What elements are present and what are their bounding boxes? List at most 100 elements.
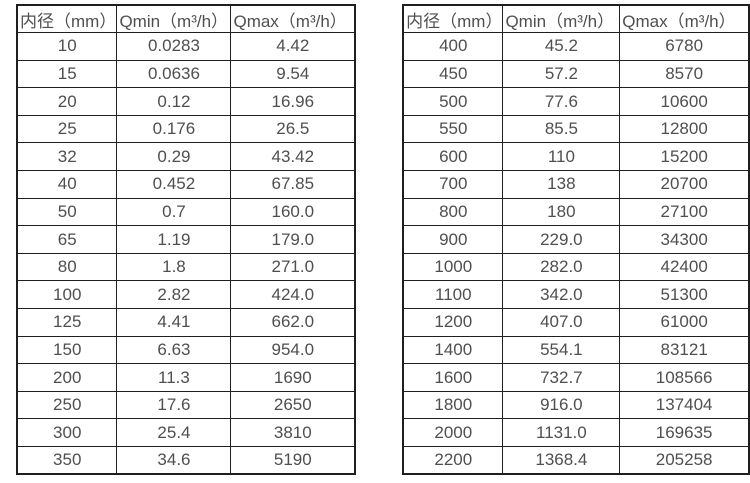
table-row: 20 0.12 16.96 <box>16 87 356 116</box>
table-row: 1200 407.0 61000 <box>402 308 750 337</box>
table-row: 15 0.0636 9.54 <box>16 59 356 89</box>
table-cell: 1690 <box>230 363 356 392</box>
table-cell: 800 <box>402 197 504 227</box>
table-cell: 0.12 <box>116 87 232 116</box>
table-cell: 1400 <box>402 335 504 365</box>
table-cell: 110 <box>502 142 621 172</box>
table-row: 1400 554.1 83121 <box>402 335 750 365</box>
table-row: 400 45.2 6780 <box>402 32 750 61</box>
table-cell: 11.3 <box>116 363 232 392</box>
table-cell: 1600 <box>402 363 504 392</box>
table-cell: 900 <box>402 225 504 254</box>
table-cell: 1800 <box>402 390 504 420</box>
table-cell: 45.2 <box>502 32 621 61</box>
table-cell: 25.4 <box>116 418 232 447</box>
table-cell: 954.0 <box>230 335 356 365</box>
table-cell: 150 <box>16 335 118 365</box>
table-cell: 4.41 <box>116 308 232 337</box>
table-cell: 67.85 <box>230 170 356 199</box>
table-cell: 550 <box>402 114 504 144</box>
table-cell: 108566 <box>619 363 750 392</box>
table-row: 80 1.8 271.0 <box>16 252 356 282</box>
table-cell: 1368.4 <box>502 446 621 475</box>
column-header: Qmin（m³/h） <box>116 4 232 34</box>
table-cell: 2000 <box>402 418 504 447</box>
table-cell: 200 <box>16 363 118 392</box>
flow-table-small-diameters: 内径（mm） Qmin（m³/h） Qmax（m³/h） 10 0.0283 4.42 1… <box>16 4 357 476</box>
table-cell: 282.0 <box>502 252 621 282</box>
table-row: 350 34.6 5190 <box>16 446 356 475</box>
table-cell: 20 <box>16 87 118 116</box>
column-header: 内径（mm） <box>16 4 118 34</box>
table-row: 65 1.19 179.0 <box>16 225 356 254</box>
table-cell: 125 <box>16 308 118 337</box>
table-cell: 65 <box>16 225 118 254</box>
table-cell: 169635 <box>619 418 750 447</box>
table-row: 250 17.6 2650 <box>16 390 356 420</box>
table-cell: 51300 <box>619 280 750 310</box>
table-cell: 229.0 <box>502 225 621 254</box>
table-cell: 85.5 <box>502 114 621 144</box>
table-row: 600 110 15200 <box>402 142 750 172</box>
table-cell: 1100 <box>402 280 504 310</box>
table-row: 2200 1368.4 205258 <box>402 446 750 475</box>
flow-table-large-diameters: 内径（mm） Qmin（m³/h） Qmax（m³/h） 400 45.2 6780 45… <box>402 4 750 476</box>
table-cell: 6780 <box>619 32 750 61</box>
table-cell: 9.54 <box>230 59 356 89</box>
table-cell: 2200 <box>402 446 504 475</box>
table-row: 450 57.2 8570 <box>402 59 750 89</box>
table-cell: 600 <box>402 142 504 172</box>
table-cell: 0.0283 <box>116 32 232 61</box>
table-cell: 1.8 <box>116 252 232 282</box>
table-cell: 10 <box>16 32 118 61</box>
table-cell: 0.452 <box>116 170 232 199</box>
table-cell: 300 <box>16 418 118 447</box>
table-cell: 10600 <box>619 87 750 116</box>
table-cell: 0.0636 <box>116 59 232 89</box>
table-row: 25 0.176 26.5 <box>16 114 356 144</box>
table-row: 800 180 27100 <box>402 197 750 227</box>
table-cell: 17.6 <box>116 390 232 420</box>
table-cell: 25 <box>16 114 118 144</box>
table-cell: 50 <box>16 197 118 227</box>
table-cell: 100 <box>16 280 118 310</box>
table-cell: 180 <box>502 197 621 227</box>
table-cell: 250 <box>16 390 118 420</box>
table-cell: 732.7 <box>502 363 621 392</box>
table-cell: 205258 <box>619 446 750 475</box>
table-cell: 20700 <box>619 170 750 199</box>
table-cell: 1131.0 <box>502 418 621 447</box>
table-row: 200 11.3 1690 <box>16 363 356 392</box>
table-cell: 662.0 <box>230 308 356 337</box>
table-cell: 342.0 <box>502 280 621 310</box>
table-cell: 1.19 <box>116 225 232 254</box>
table-cell: 12800 <box>619 114 750 144</box>
table-cell: 83121 <box>619 335 750 365</box>
table-row: 32 0.29 43.42 <box>16 142 356 172</box>
table-cell: 450 <box>402 59 504 89</box>
table-row: 100 2.82 424.0 <box>16 280 356 310</box>
table-cell: 1000 <box>402 252 504 282</box>
table-row: 150 6.63 954.0 <box>16 335 356 365</box>
table-cell: 15 <box>16 59 118 89</box>
table-cell: 15200 <box>619 142 750 172</box>
table-row: 50 0.7 160.0 <box>16 197 356 227</box>
table-cell: 42400 <box>619 252 750 282</box>
table-cell: 61000 <box>619 308 750 337</box>
column-header: 内径（mm） <box>402 4 504 34</box>
table-cell: 43.42 <box>230 142 356 172</box>
table-cell: 400 <box>402 32 504 61</box>
table-row: 300 25.4 3810 <box>16 418 356 447</box>
table-cell: 350 <box>16 446 118 475</box>
table-cell: 271.0 <box>230 252 356 282</box>
table-cell: 700 <box>402 170 504 199</box>
table-row: 550 85.5 12800 <box>402 114 750 144</box>
table-cell: 138 <box>502 170 621 199</box>
table-row: 1800 916.0 137404 <box>402 390 750 420</box>
table-row: 1600 732.7 108566 <box>402 363 750 392</box>
table-cell: 6.63 <box>116 335 232 365</box>
table-row: 40 0.452 67.85 <box>16 170 356 199</box>
table-cell: 5190 <box>230 446 356 475</box>
table-cell: 3810 <box>230 418 356 447</box>
